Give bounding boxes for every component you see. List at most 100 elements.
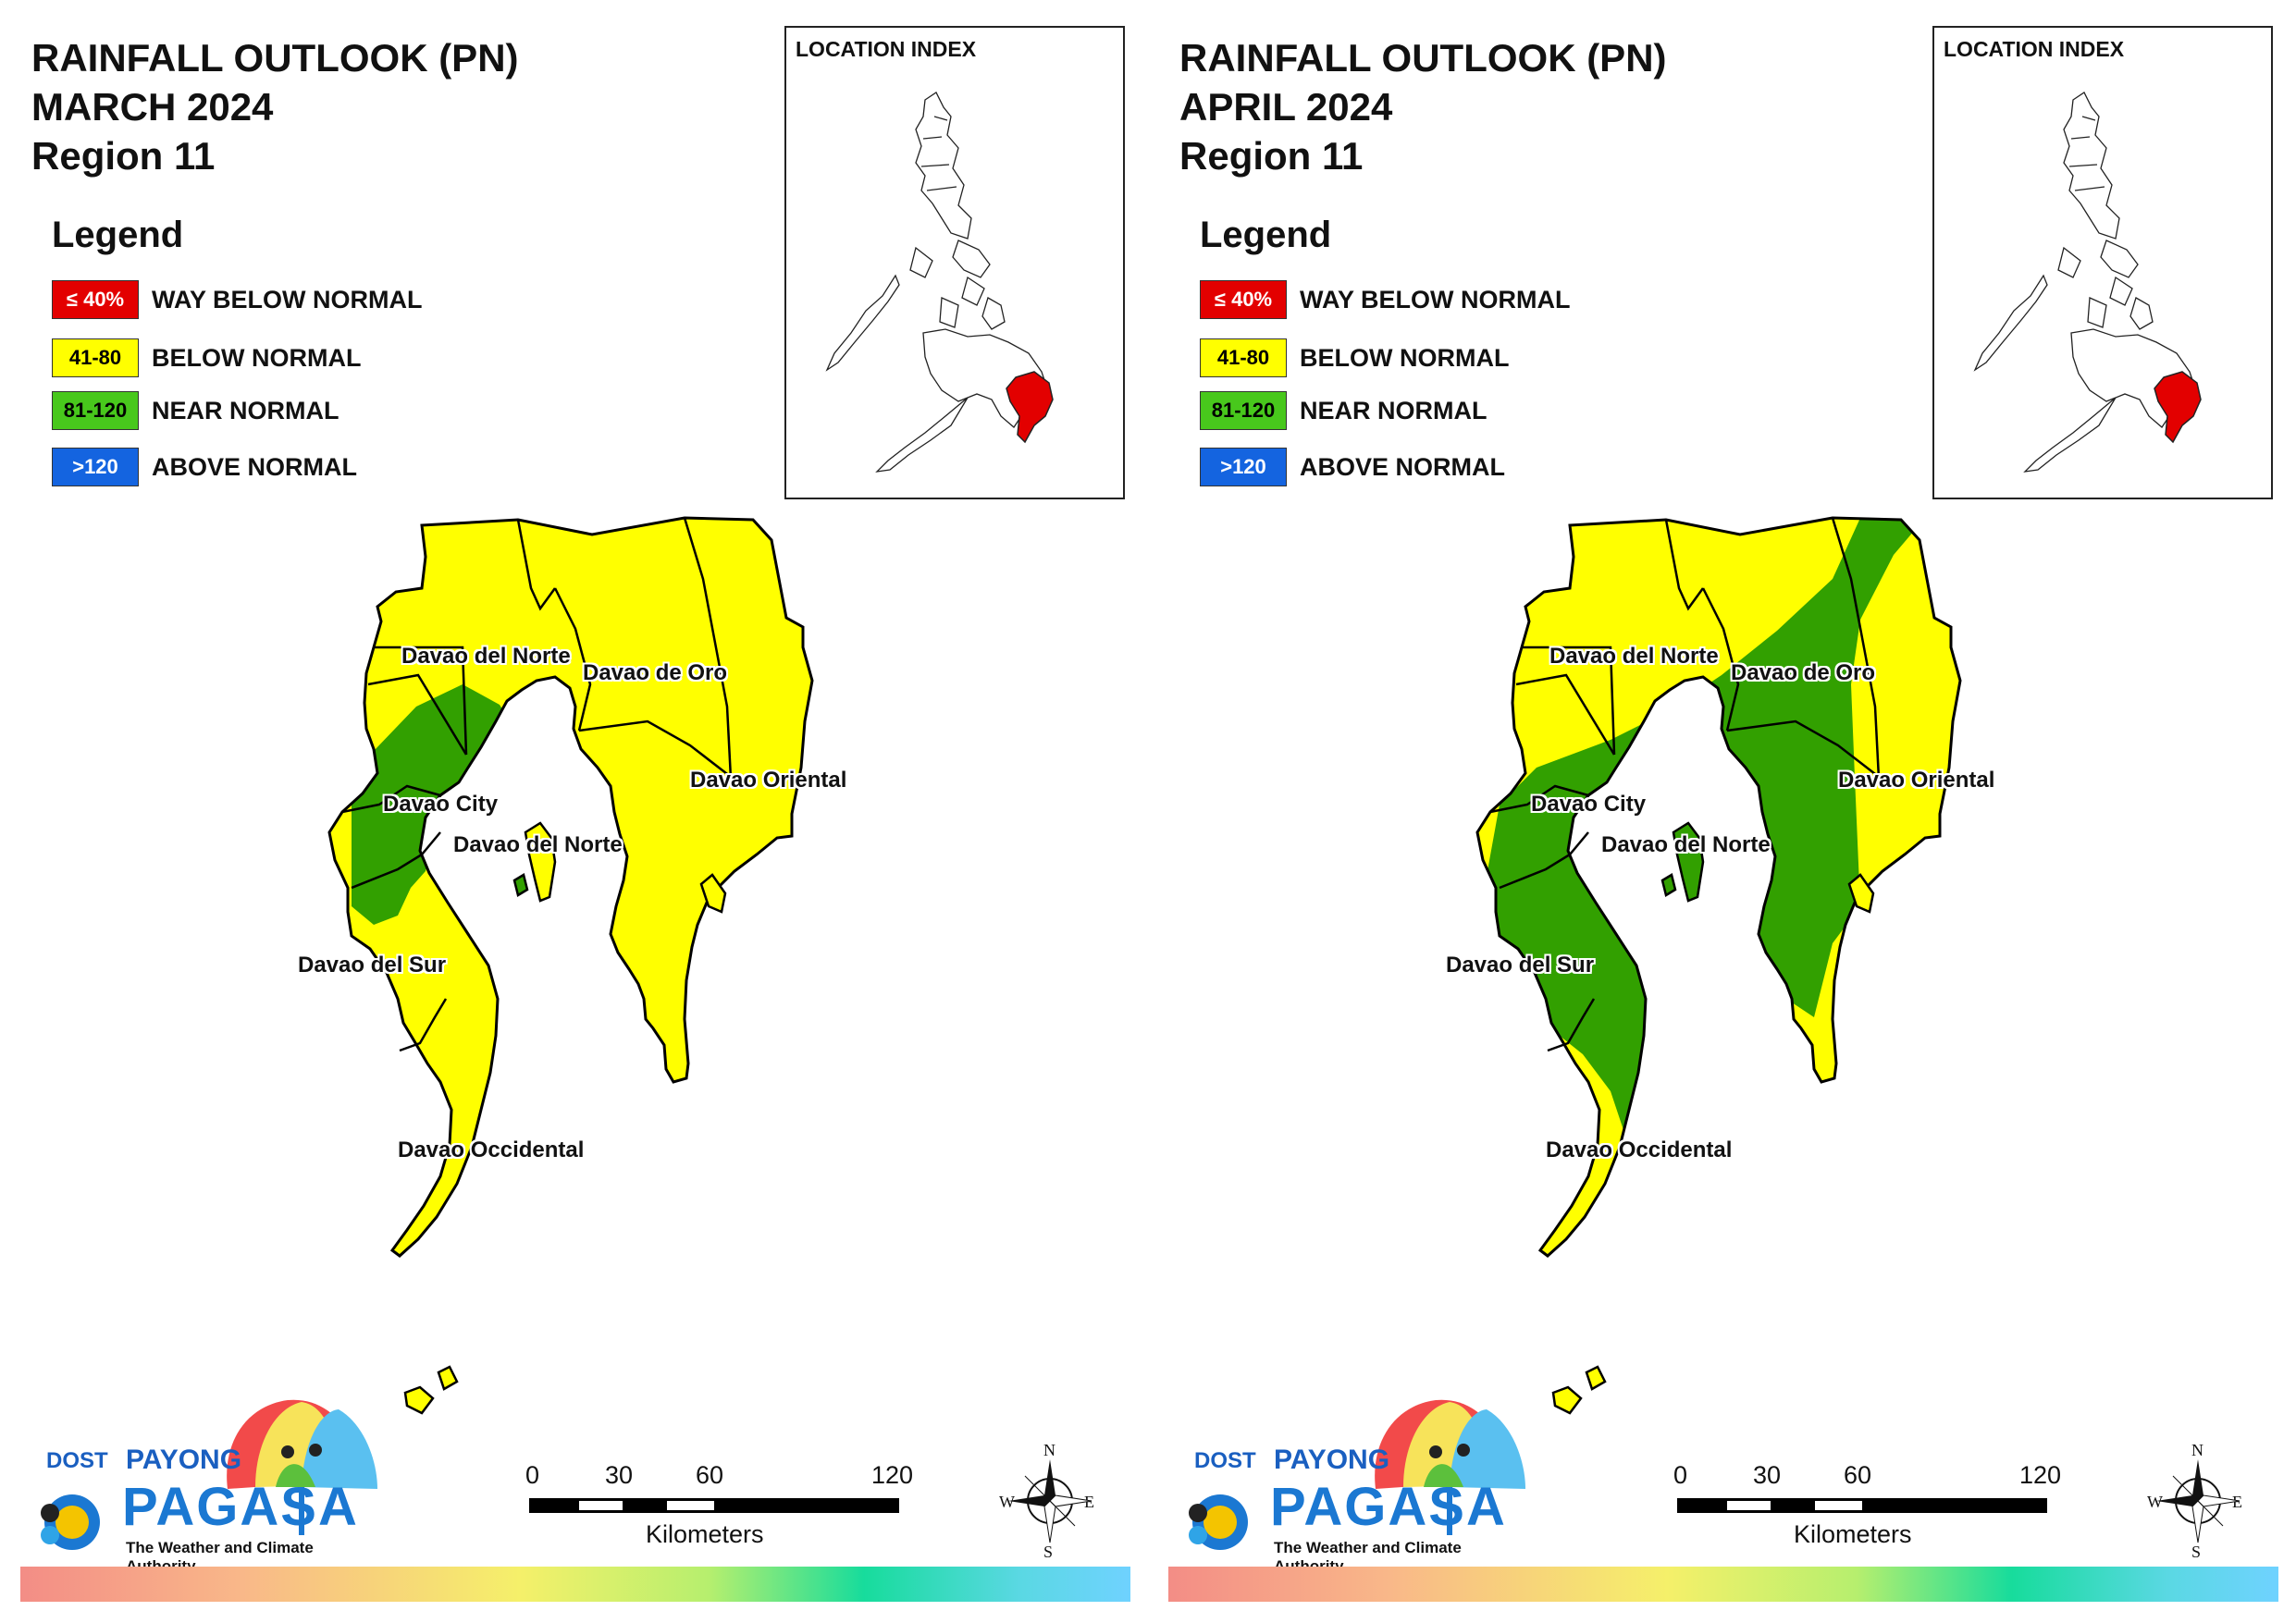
legend-swatch: ≤ 40% <box>1200 280 1287 319</box>
province-border <box>1831 517 1881 780</box>
outlook-panel-april: RAINFALL OUTLOOK (PN) APRIL 2024 Region … <box>1148 0 2296 1623</box>
legend-swatch: >120 <box>1200 448 1287 486</box>
scale-unit: Kilometers <box>646 1520 764 1548</box>
location-index-title: LOCATION INDEX <box>1944 37 2125 61</box>
pagasa-logo: DOST PAYONG PAGASA The Weather and Clima… <box>1181 1387 1533 1575</box>
outlook-panel-march: RAINFALL OUTLOOK (PN) MARCH 2024 Region … <box>20 26 1130 1602</box>
province-border <box>351 831 441 890</box>
title-line-1: RAINFALL OUTLOOK (PN) <box>1179 36 1667 80</box>
title-month: APRIL 2024 <box>1179 85 1393 129</box>
legend-swatch: 41-80 <box>1200 338 1287 377</box>
scale-bar: 0 30 60 120 Kilometers <box>525 1461 951 1548</box>
philippines-index-map <box>825 92 1054 473</box>
scale-tick: 30 <box>605 1461 634 1489</box>
compass-rose-icon: N S E W <box>999 1439 1101 1561</box>
province-label: Davao Occidental <box>398 1137 585 1162</box>
province-border <box>1489 784 1589 814</box>
scale-tick: 30 <box>1753 1461 1782 1489</box>
province-label: Davao Oriental <box>1838 768 1995 793</box>
province-label: Davao del Norte <box>1549 644 1719 669</box>
province-border <box>683 517 733 780</box>
province-label: Davao City <box>383 792 499 817</box>
compass-e: E <box>1084 1493 1094 1511</box>
province-border <box>374 646 468 756</box>
legend-swatch: ≤ 40% <box>52 280 139 319</box>
compass-n: N <box>2191 1441 2203 1459</box>
province-border <box>367 673 468 756</box>
scale-tick: 60 <box>1844 1461 1872 1489</box>
scale-bar-graphic <box>529 1498 899 1513</box>
island <box>1672 821 1705 903</box>
province-border <box>553 587 592 732</box>
island <box>1660 873 1677 897</box>
legend-item: >120 ABOVE NORMAL <box>1200 447 1505 487</box>
island <box>403 1385 435 1415</box>
legend-label: ABOVE NORMAL <box>152 452 357 481</box>
province-label: Davao del Norte <box>1601 832 1771 857</box>
legend-item: 41-80 BELOW NORMAL <box>52 338 361 378</box>
scale-tick: 120 <box>871 1461 914 1489</box>
legend-item: 81-120 NEAR NORMAL <box>52 390 339 431</box>
island <box>437 1365 459 1391</box>
logo-dost: DOST <box>1194 1448 1256 1473</box>
compass-e: E <box>2232 1493 2242 1511</box>
title-month: MARCH 2024 <box>31 85 274 129</box>
logo-payong: PAYONG <box>1274 1445 1390 1475</box>
title-line-1: RAINFALL OUTLOOK (PN) <box>31 36 519 80</box>
region-11-highlight <box>2154 371 2202 444</box>
province-border <box>578 719 732 778</box>
legend-label: BELOW NORMAL <box>152 343 362 372</box>
legend-swatch: 41-80 <box>52 338 139 377</box>
province-label: Davao de Oro <box>583 660 728 685</box>
scale-unit: Kilometers <box>1794 1520 1912 1548</box>
title-region: Region 11 <box>1179 134 1364 178</box>
province-border <box>1726 719 1880 778</box>
province-label: Davao del Norte <box>401 644 571 669</box>
umbrella-icon <box>41 1399 377 1550</box>
region-11-map <box>327 516 814 1415</box>
legend-title: Legend <box>1200 215 1332 255</box>
legend-item: ≤ 40% WAY BELOW NORMAL <box>52 279 423 320</box>
compass-w: W <box>999 1493 1015 1511</box>
logo-dost: DOST <box>46 1448 108 1473</box>
province-label: Davao del Norte <box>453 832 623 857</box>
legend-swatch: 81-120 <box>1200 391 1287 430</box>
legend-item: 41-80 BELOW NORMAL <box>1200 338 1509 378</box>
legend-swatch: 81-120 <box>52 391 139 430</box>
zone-below-normal <box>329 518 812 1256</box>
island <box>1847 873 1875 914</box>
legend-label: WAY BELOW NORMAL <box>1300 285 1571 314</box>
province-label: Davao Occidental <box>1546 1137 1733 1162</box>
province-label: Davao Oriental <box>690 768 847 793</box>
compass-w: W <box>2147 1493 2163 1511</box>
province-label: Davao de Oro <box>1731 660 1876 685</box>
map-title: RAINFALL OUTLOOK (PN) MARCH 2024 Region … <box>31 33 519 180</box>
region-11-map <box>1475 516 1962 1415</box>
color-gradient-bar <box>1168 1567 2278 1602</box>
scale-tick: 60 <box>696 1461 724 1489</box>
umbrella-icon <box>1189 1399 1525 1550</box>
philippines-index-map <box>1973 92 2202 473</box>
scale-tick: 0 <box>525 1461 540 1489</box>
legend-swatch: >120 <box>52 448 139 486</box>
island <box>699 873 727 914</box>
legend-label: ABOVE NORMAL <box>1300 452 1505 481</box>
legend-item: ≤ 40% WAY BELOW NORMAL <box>1200 279 1571 320</box>
legend-label: WAY BELOW NORMAL <box>152 285 423 314</box>
scale-bar-graphic <box>1677 1498 2047 1513</box>
location-index: LOCATION INDEX <box>1932 26 2273 499</box>
compass-n: N <box>1043 1441 1055 1459</box>
pagasa-logo: DOST PAYONG PAGASA The Weather and Clima… <box>33 1387 385 1575</box>
logo-pagasa: PAGASA <box>122 1477 359 1537</box>
logo-pagasa: PAGASA <box>1270 1477 1507 1537</box>
province-label: Davao del Sur <box>1446 953 1595 977</box>
legend-label: NEAR NORMAL <box>152 396 339 424</box>
rainfall-zones <box>1477 518 1960 1256</box>
compass-rose-icon: N S E W <box>2147 1439 2249 1561</box>
island <box>1551 1385 1583 1415</box>
color-gradient-bar <box>20 1567 1130 1602</box>
province-label: Davao del Sur <box>298 953 447 977</box>
province-border <box>1701 587 1740 732</box>
island <box>512 873 529 897</box>
scale-bar: 0 30 60 120 Kilometers <box>1673 1461 2099 1548</box>
